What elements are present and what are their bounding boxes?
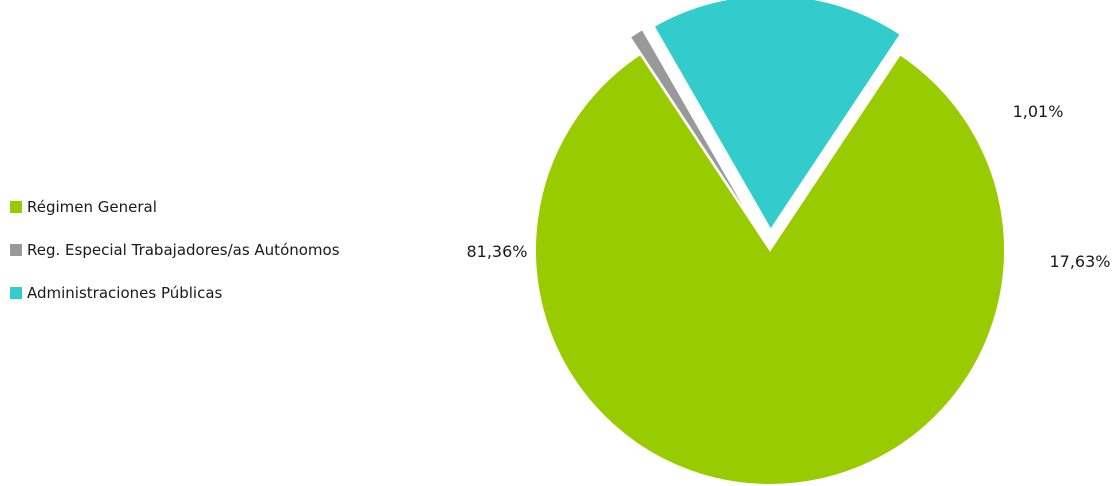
data-label-autonomos: 1,01% [1013,102,1064,121]
legend-label-administraciones: Administraciones Públicas [27,284,223,302]
legend-item-regimen-general: Régimen General [10,196,340,218]
pie-slice-autonomos [628,27,761,234]
legend-swatch-administraciones [10,287,22,299]
legend-item-autonomos: Reg. Especial Trabajadores/as Autónomos [10,239,340,261]
data-label-administraciones: 17,63% [1049,252,1110,271]
legend-label-autonomos: Reg. Especial Trabajadores/as Autónomos [27,241,340,259]
chart-legend: Régimen General Reg. Especial Trabajador… [10,196,340,325]
legend-swatch-regimen-general [10,201,22,213]
pie-slice-regimen-general [534,52,1006,486]
legend-label-regimen-general: Régimen General [27,198,157,216]
data-label-regimen-general: 81,36% [466,242,527,261]
pie-slice-administraciones [652,0,903,232]
legend-item-administraciones: Administraciones Públicas [10,282,340,304]
legend-swatch-autonomos [10,244,22,256]
